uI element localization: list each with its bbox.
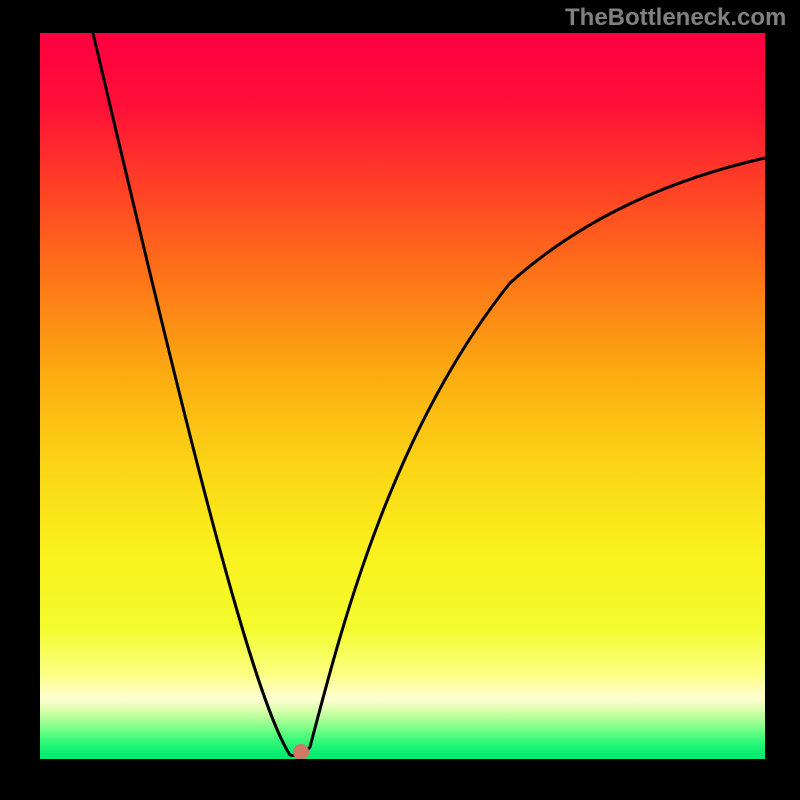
watermark-text: TheBottleneck.com [565, 4, 786, 32]
gradient-background [40, 33, 765, 759]
bottleneck-chart [40, 33, 765, 759]
plot-area [40, 33, 765, 759]
